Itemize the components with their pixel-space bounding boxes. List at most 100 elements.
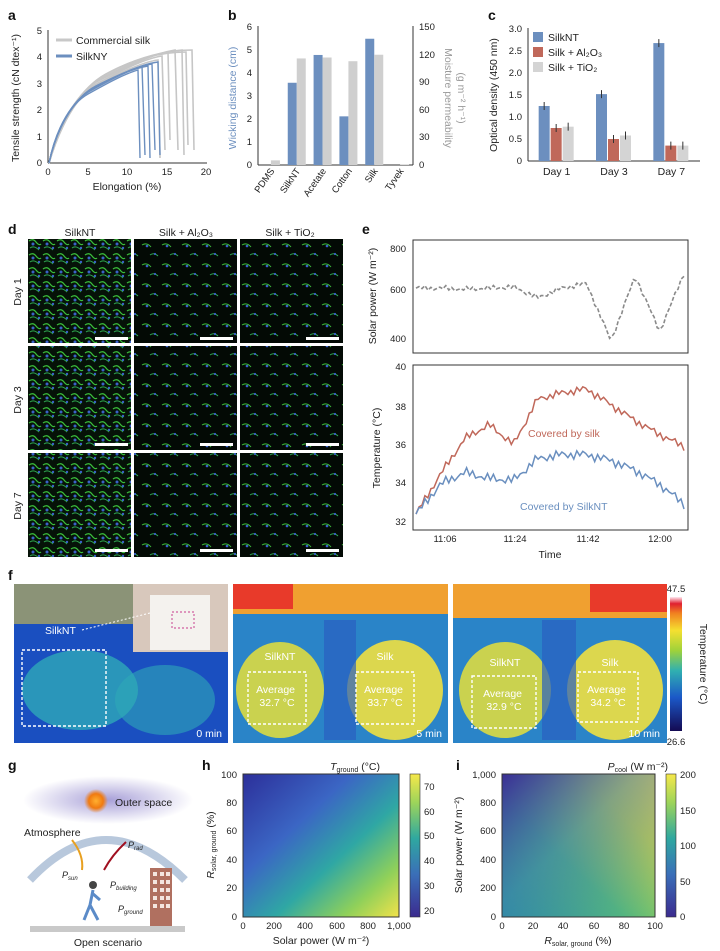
h-title-sub: ground (337, 767, 359, 774)
h-ylabel-sub: solar, ground (211, 830, 218, 871)
i-ytick: 400 (480, 855, 496, 866)
c-legend: SilkNT Silk + Al₂O₃ Silk + TiO₂ (533, 32, 602, 74)
e-series-silk (415, 385, 685, 515)
h-title-sym: T (330, 761, 338, 773)
a-xlabel: Elongation (%) (93, 181, 162, 193)
e-series-silknt (415, 449, 685, 515)
i-ylabel: Solar power (W m⁻²) (453, 797, 465, 894)
e-top-ytick: 600 (390, 285, 406, 296)
h-cbar-tick: 60 (424, 807, 435, 818)
f-time-label: 10 min (628, 728, 660, 740)
i-heatmap-overlay (502, 774, 655, 917)
f-frame-5min: SilkNT Silk Average 32.7 °C Average 33.7… (233, 584, 448, 743)
g-caption: Open scenario (74, 937, 142, 949)
h-ytick: 40 (226, 855, 237, 866)
f-avg-left: Average 32.7 °C (256, 684, 298, 709)
i-cbar-tick: 50 (680, 877, 691, 888)
b-ytick-right: 60 (419, 105, 430, 116)
b-ylabel-left: Wicking distance (cm) (227, 47, 239, 150)
i-xtick: 20 (528, 921, 539, 932)
g-p-ground: Pground (118, 904, 143, 916)
panel-e: e 400 600 800 Solar power (W m⁻²) 32 34 … (362, 221, 689, 561)
i-xlabel-unit: (%) (592, 935, 611, 947)
a-xtick: 20 (201, 167, 212, 178)
c-ytick: 2.5 (509, 46, 522, 57)
b-bar-moisture (270, 160, 280, 165)
c-bar (677, 145, 689, 161)
b-bars (270, 38, 410, 166)
e-bottom-ytick: 38 (395, 402, 406, 413)
a-yticks: 0 1 2 3 4 5 (37, 26, 42, 169)
i-cbar-tick: 150 (680, 806, 696, 817)
b-bar-wicking (313, 54, 323, 166)
c-legend-label: Silk + Al₂O₃ (548, 47, 602, 59)
e-bottom-ytick: 34 (395, 478, 406, 489)
d-micrograph (240, 239, 343, 343)
e-series-solar (415, 275, 685, 340)
g-person-icon (82, 881, 101, 921)
e-top-yticks: 400 600 800 (390, 244, 406, 345)
h-ylabel-unit: (%) (205, 811, 217, 830)
h-cbar-tick: 20 (424, 906, 435, 917)
i-title-sym: P (608, 761, 615, 773)
d-scale-bars (95, 337, 339, 552)
b-ytick-left: 5 (247, 45, 252, 56)
d-image-grid (28, 239, 343, 557)
i-cbar-tick: 0 (680, 912, 685, 923)
g-p-building-sym: P (110, 880, 116, 890)
c-legend-swatch (533, 32, 543, 42)
panel-letter-f: f (8, 567, 13, 583)
b-bar-wicking (339, 116, 349, 165)
i-cbar-tick: 100 (680, 841, 696, 852)
d-micrograph (134, 346, 237, 450)
d-micrograph (240, 346, 343, 450)
b-bar-moisture (322, 57, 332, 165)
h-cbar-tick: 30 (424, 881, 435, 892)
d-col-header: Silk + Al₂O₃ (159, 227, 213, 239)
f-time-label: 5 min (416, 728, 442, 740)
b-ylabel-right: Moisture permeability (442, 48, 454, 149)
panel-d: d SilkNT Silk + Al₂O₃ Silk + TiO₂ Day 1 … (8, 221, 343, 557)
f-silknt-label: SilkNT (45, 625, 77, 637)
i-ytick: 600 (480, 826, 496, 837)
a-ytick: 2 (37, 105, 42, 116)
c-yticks: 0 0.5 1.0 1.5 2.0 2.5 3.0 (509, 24, 522, 167)
c-category-label: Day 7 (658, 166, 686, 178)
e-top-ylabel: Solar power (W m⁻²) (367, 248, 379, 345)
a-ytick: 1 (37, 132, 42, 143)
h-xtick: 600 (329, 921, 345, 932)
panel-letter-c: c (488, 7, 496, 23)
b-ytick-right: 150 (419, 22, 435, 33)
h-yticks: 0 20 40 60 80 100 (221, 770, 237, 923)
f-colorbar (670, 597, 682, 731)
c-category-label: Day 1 (543, 166, 571, 178)
f-colorbar-min: 26.6 (667, 737, 686, 748)
b-category-label: Silk (363, 166, 381, 185)
f-avg-line: 34.2 °C (590, 697, 626, 709)
c-bar (620, 135, 631, 161)
i-xticks: 0 20 40 60 80 100 (499, 921, 663, 932)
d-row-header: Day 7 (12, 492, 24, 520)
b-ytick-left: 6 (247, 22, 252, 33)
f-avg-line: Average (256, 684, 295, 696)
h-colorbar (409, 773, 421, 918)
a-curves-silkny (48, 61, 161, 164)
h-ytick: 60 (226, 826, 237, 837)
h-frame (242, 773, 400, 918)
i-ytick: 0 (491, 912, 496, 923)
i-xtick: 40 (558, 921, 569, 932)
panel-letter-h: h (202, 757, 211, 773)
c-bar (665, 145, 677, 161)
h-ylabel-sym: R (205, 871, 217, 879)
b-ytick-right: 90 (419, 77, 430, 88)
h-xtick: 400 (297, 921, 313, 932)
h-xtick: 0 (240, 921, 245, 932)
d-micrograph (28, 239, 131, 343)
b-bar-wicking (287, 82, 297, 165)
c-bar (550, 128, 562, 161)
b-category-label: Tyvek (383, 166, 406, 193)
f-avg-line: Average (364, 684, 403, 696)
c-ylabel: Optical density (450 nm) (488, 38, 500, 152)
a-ylabel: Tensile strength (cN dtex⁻¹) (10, 34, 22, 162)
c-bar (608, 139, 619, 161)
